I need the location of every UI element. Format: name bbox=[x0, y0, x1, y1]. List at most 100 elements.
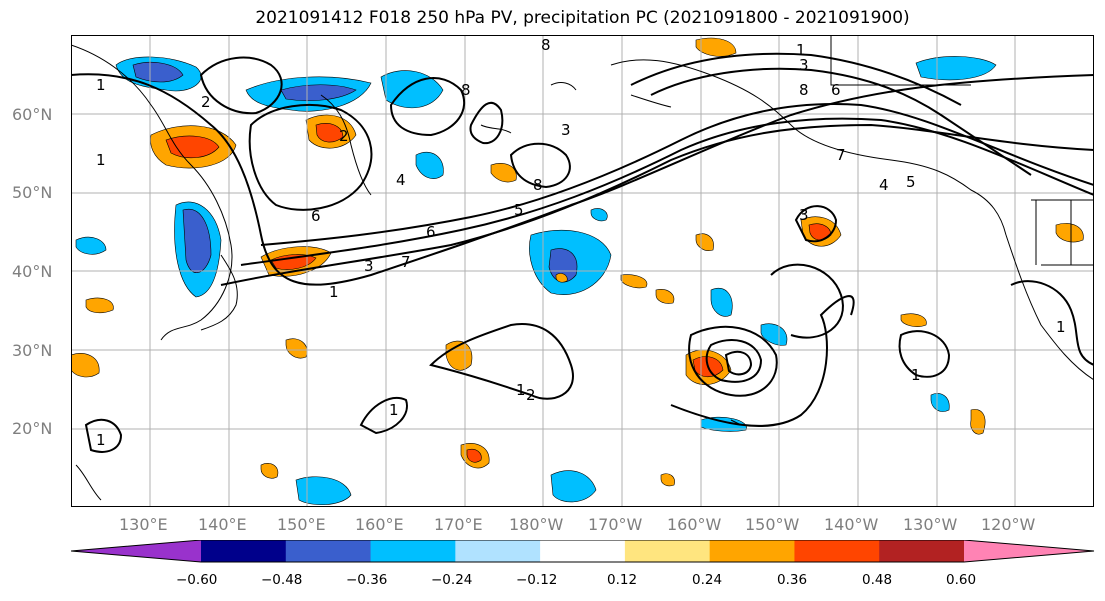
pv-contour bbox=[248, 104, 373, 211]
precip-negative-area bbox=[915, 56, 997, 81]
pv-contour bbox=[794, 205, 838, 243]
precip-negative-area bbox=[590, 208, 608, 222]
map-title: 2021091412 F018 250 hPa PV, precipitatio… bbox=[255, 8, 910, 28]
precip-positive-area bbox=[555, 273, 568, 283]
colorbar-segment bbox=[964, 540, 1094, 562]
lon-label: 160°W bbox=[667, 515, 722, 534]
pv-contour bbox=[770, 263, 844, 339]
contour-label: 2 bbox=[526, 386, 536, 404]
contour-label: 6 bbox=[311, 207, 321, 225]
precip-positive-area bbox=[695, 233, 714, 251]
contour-label: 3 bbox=[799, 56, 809, 74]
lon-label: 150°W bbox=[745, 515, 800, 534]
map-panel: 1 2 2 8 8 1 3 8 6 3 1 4 6 6 5 8 7 4 5 3 … bbox=[71, 35, 1094, 507]
precip-positive-area bbox=[620, 274, 648, 289]
colorbar-segment bbox=[709, 540, 795, 562]
lon-label: 120°W bbox=[981, 515, 1036, 534]
colorbar-segment bbox=[285, 540, 372, 562]
colorbar-tick-label: 0.24 bbox=[692, 572, 723, 588]
precip-negative-core bbox=[182, 208, 212, 273]
precip-negative-area bbox=[760, 323, 788, 346]
pv-contour bbox=[359, 397, 408, 435]
lat-label: 20°N bbox=[12, 419, 53, 438]
pv-contours bbox=[71, 52, 1094, 453]
contour-label: 8 bbox=[461, 81, 471, 99]
precip-positive-area bbox=[970, 409, 986, 435]
contour-label: 2 bbox=[339, 127, 349, 145]
precip-positive-area bbox=[660, 473, 675, 487]
coastline-japan bbox=[200, 254, 238, 331]
contour-label: 6 bbox=[426, 223, 436, 241]
pv-contour bbox=[1010, 280, 1094, 366]
coastline-alaska bbox=[610, 59, 1007, 236]
precip-shading bbox=[71, 37, 1084, 505]
contour-label: 1 bbox=[96, 151, 106, 169]
pv-contour bbox=[429, 323, 574, 400]
pv-contour bbox=[389, 77, 466, 137]
colorbar-tick-label: 0.36 bbox=[777, 572, 808, 588]
contour-label: 2 bbox=[201, 93, 211, 111]
contour-label: 7 bbox=[401, 253, 411, 271]
precip-negative-core bbox=[280, 84, 357, 101]
lon-label: 170°E bbox=[434, 515, 483, 534]
precip-negative-core bbox=[132, 62, 184, 83]
colorbar-bar bbox=[70, 539, 1095, 563]
precip-negative-area bbox=[930, 393, 950, 412]
precip-positive-area bbox=[1055, 223, 1084, 243]
contour-label: 1 bbox=[1056, 318, 1066, 336]
precip-positive-area bbox=[71, 353, 100, 378]
contour-label: 8 bbox=[799, 81, 809, 99]
colorbar-segment bbox=[201, 540, 287, 562]
lon-label: 130°E bbox=[119, 515, 168, 534]
colorbar-segment bbox=[794, 540, 880, 562]
precip-negative-area bbox=[295, 476, 352, 505]
pv-contour bbox=[724, 350, 753, 376]
contour-label: 4 bbox=[396, 171, 406, 189]
colorbar-tick-label: 0.60 bbox=[946, 572, 977, 588]
contour-label: 1 bbox=[796, 41, 806, 59]
precip-negative-core bbox=[548, 248, 578, 283]
pv-contour bbox=[688, 325, 778, 397]
lat-label: 50°N bbox=[12, 183, 53, 202]
precip-positive-core bbox=[466, 448, 482, 463]
precip-negative-area bbox=[710, 288, 733, 317]
colorbar-segment bbox=[540, 540, 626, 562]
pv-contour bbox=[670, 295, 855, 427]
map-canvas: 1 2 2 8 8 1 3 8 6 3 1 4 6 6 5 8 7 4 5 3 … bbox=[71, 35, 1094, 507]
pv-contour bbox=[650, 67, 1032, 176]
contour-label: 1 bbox=[516, 381, 526, 399]
contour-label: 8 bbox=[533, 176, 543, 194]
colorbar-tick-label: −0.24 bbox=[431, 572, 473, 588]
precip-positive-area bbox=[85, 297, 114, 314]
coastline-bering bbox=[480, 82, 672, 134]
precip-negative-area bbox=[75, 236, 107, 255]
lon-label: 140°W bbox=[824, 515, 879, 534]
gridlines bbox=[71, 35, 1094, 507]
colorbar bbox=[70, 539, 1096, 568]
precip-positive-area bbox=[695, 37, 737, 57]
pv-contour bbox=[260, 103, 1094, 246]
lat-label: 60°N bbox=[12, 105, 53, 124]
contour-label: 5 bbox=[906, 173, 916, 191]
precip-positive-area bbox=[285, 338, 308, 359]
pv-contour bbox=[199, 56, 283, 115]
lon-label: 140°E bbox=[198, 515, 247, 534]
pv-contour bbox=[705, 339, 763, 383]
coastline-asia bbox=[71, 44, 233, 341]
contour-label: 1 bbox=[329, 283, 339, 301]
contour-label: 1 bbox=[389, 401, 399, 419]
colorbar-segment bbox=[71, 540, 201, 562]
precip-positive-area bbox=[260, 463, 279, 479]
contour-label: 8 bbox=[541, 36, 551, 54]
contour-label: 1 bbox=[96, 76, 106, 94]
pv-contour bbox=[509, 142, 571, 189]
lon-label: 150°E bbox=[277, 515, 326, 534]
colorbar-tick-label: −0.48 bbox=[261, 572, 303, 588]
precip-positive-core bbox=[315, 123, 344, 143]
lon-label: 160°E bbox=[355, 515, 404, 534]
precip-negative-area bbox=[550, 470, 597, 503]
precip-positive-area bbox=[655, 289, 675, 304]
pv-contour bbox=[71, 73, 1094, 286]
colorbar-tick-label: 0.48 bbox=[862, 572, 893, 588]
precip-negative-area bbox=[415, 151, 444, 179]
